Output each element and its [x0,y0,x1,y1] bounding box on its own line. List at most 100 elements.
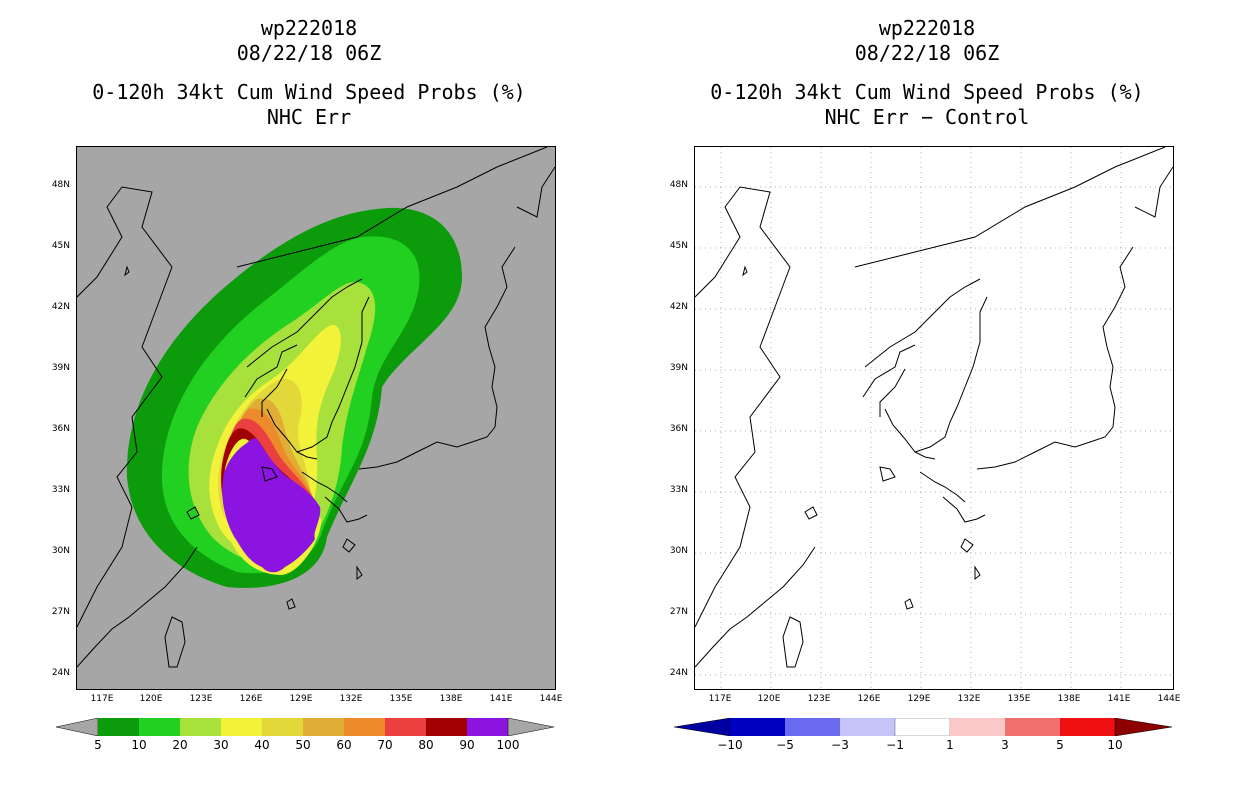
lon-label: 126E [239,694,263,704]
coastlines [695,147,1173,668]
lat-label: 39N [51,363,70,373]
colorbar-over-arrow [1114,718,1173,736]
lat-label: 36N [51,424,70,434]
colorbar-label: −1 [886,738,904,752]
lat-label: 36N [669,424,688,434]
difference-colorbar [674,718,1173,736]
coastlines [77,147,555,668]
colorbar-label: −3 [831,738,849,752]
lat-label: 48N [51,180,70,190]
probability-map [76,146,556,690]
colorbar-label: 5 [94,738,102,752]
colorbar-label: 60 [336,738,352,752]
lat-label: 39N [669,363,688,373]
panel-title: wp222018 08/22/18 06Z 0-120h 34kt Cum Wi… [618,16,1236,130]
colorbar-swatch [344,718,385,736]
colorbar-swatch [98,718,139,736]
lon-label: 144E [539,694,563,704]
lon-label: 123E [189,694,213,704]
colorbar-label: 10 [1107,738,1123,752]
product-title: 0-120h 34kt Cum Wind Speed Probs (%) [92,80,526,104]
colorbar-label: 90 [459,738,475,752]
colorbar-label: 1 [946,738,954,752]
colorbar-label: 30 [213,738,229,752]
lat-label: 24N [669,668,688,678]
lon-label: 135E [389,694,413,704]
probability-colorbar [56,718,555,736]
lon-label: 120E [757,694,781,704]
colorbar-label: 70 [377,738,393,752]
colorbar-swatch [894,718,951,736]
lon-label: 138E [1057,694,1081,704]
colorbar-over-arrow [507,718,555,736]
lat-label: 42N [669,302,688,312]
storm-id: wp222018 [260,16,358,40]
lon-label: 126E [857,694,881,704]
lon-label: 141E [1107,694,1131,704]
colorbar-swatch [180,718,221,736]
colorbar-swatch [1060,718,1115,736]
colorbar-label: 100 [496,738,520,752]
colorbar-label: 5 [1056,738,1064,752]
lat-label: 30N [669,546,688,556]
lon-label: 117E [90,694,114,704]
colorbar-swatch [840,718,895,736]
product-title: 0-120h 34kt Cum Wind Speed Probs (%) [710,80,1144,104]
colorbar-swatch [1005,718,1060,736]
lon-label: 138E [439,694,463,704]
lat-label: 27N [51,607,70,617]
difference-map-svg [695,147,1173,689]
colorbar-swatch [785,718,840,736]
lon-label: 123E [807,694,831,704]
colorbar-swatch [385,718,426,736]
colorbar-label: 20 [172,738,188,752]
lat-label: 42N [51,302,70,312]
colorbar-swatch [262,718,303,736]
lat-label: 33N [51,485,70,495]
lat-label: 30N [51,546,70,556]
storm-id: wp222018 [878,16,976,40]
case-title: NHC Err − Control [824,105,1030,129]
lat-label: 33N [669,485,688,495]
lon-label: 132E [339,694,363,704]
colorbar-swatch [426,718,467,736]
lon-label: 117E [708,694,732,704]
lon-label: 135E [1007,694,1031,704]
colorbar-label: 80 [418,738,434,752]
colorbar-under-arrow [56,718,99,736]
probability-panel: wp222018 08/22/18 06Z 0-120h 34kt Cum Wi… [0,16,618,752]
difference-panel: wp222018 08/22/18 06Z 0-120h 34kt Cum Wi… [618,0,1236,800]
colorbar-swatch [467,718,508,736]
lon-label: 132E [957,694,981,704]
colorbar-label: −5 [776,738,794,752]
colorbar-label: 40 [254,738,270,752]
lat-label: 48N [669,180,688,190]
forecast-date: 08/22/18 06Z [854,41,1000,65]
colorbar-label: 50 [295,738,311,752]
lat-label: 45N [669,241,688,251]
colorbar-label: −10 [717,738,743,752]
difference-map [694,146,1174,690]
lon-label: 141E [489,694,513,704]
colorbar-label: 3 [1001,738,1009,752]
forecast-date: 08/22/18 06Z [236,41,382,65]
colorbar-label: 10 [131,738,147,752]
contour-100 [222,438,321,573]
probability-map-svg [77,147,555,668]
lat-label: 24N [51,668,70,678]
colorbar-swatch [221,718,262,736]
lat-lon-grid [695,147,1173,689]
lon-label: 120E [139,694,163,704]
lat-label: 27N [669,607,688,617]
colorbar-swatch [950,718,1005,736]
lat-label: 45N [51,241,70,251]
colorbar-swatch [139,718,180,736]
lon-label: 129E [907,694,931,704]
lon-label: 129E [289,694,313,704]
case-title: NHC Err [266,105,352,129]
colorbar-under-arrow [674,718,731,736]
panel-title: wp222018 08/22/18 06Z 0-120h 34kt Cum Wi… [0,16,618,130]
lon-label: 144E [1157,694,1181,704]
colorbar-swatch [303,718,344,736]
colorbar-swatch [730,718,785,736]
